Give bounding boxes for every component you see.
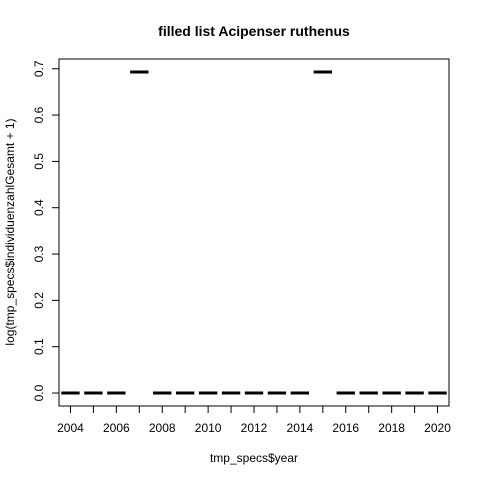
y-tick-label: 0.5 bbox=[32, 153, 46, 170]
y-tick-label: 0.7 bbox=[32, 60, 46, 77]
x-tick-label: 2004 bbox=[57, 421, 84, 435]
y-axis: 0.0 0.1 0.2 0.3 0.4 0.5 0.6 0.7 bbox=[32, 60, 60, 401]
y-tick-label: 0.1 bbox=[32, 338, 46, 355]
y-tick-label: 0.0 bbox=[32, 384, 46, 401]
x-tick-label: 2014 bbox=[287, 421, 314, 435]
y-axis-label: log(tmp_specs$individuenzahlGesamt + 1) bbox=[3, 118, 17, 345]
data-marks bbox=[61, 70, 447, 395]
y-tick-label: 0.2 bbox=[32, 292, 46, 309]
x-axis: 2004 2006 2008 2010 2012 2014 2016 2018 2020 bbox=[57, 405, 451, 435]
x-tick-label: 2008 bbox=[149, 421, 176, 435]
y-tick-label: 0.6 bbox=[32, 106, 46, 123]
x-tick-label: 2006 bbox=[103, 421, 130, 435]
x-tick-label: 2020 bbox=[424, 421, 451, 435]
x-axis-label: tmp_specs$year bbox=[210, 451, 298, 465]
x-tick-label: 2016 bbox=[332, 421, 359, 435]
y-tick-label: 0.4 bbox=[32, 199, 46, 216]
x-tick-label: 2018 bbox=[378, 421, 405, 435]
plot-area-frame bbox=[58, 58, 450, 407]
y-tick-label: 0.3 bbox=[32, 245, 46, 262]
x-tick-label: 2010 bbox=[195, 421, 222, 435]
chart-title: filled list Acipenser ruthenus bbox=[158, 23, 350, 39]
x-tick-label: 2012 bbox=[241, 421, 268, 435]
